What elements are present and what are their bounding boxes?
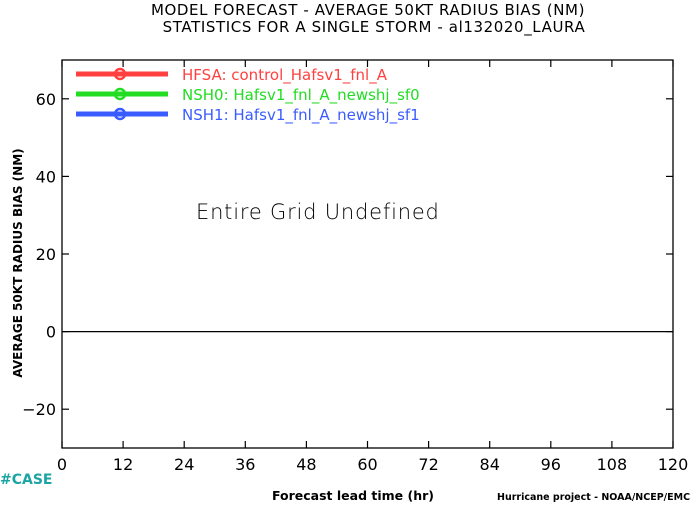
legend-entry-2: NSH1: Hafsv1_fnl_A_newshj_sf1 (76, 106, 420, 125)
y-tick-label-40: 40 (36, 167, 56, 186)
credit-text: Hurricane project - NOAA/NCEP/EMC (497, 492, 691, 503)
x-tick-label-0: 0 (57, 455, 67, 474)
legend-label-2: NSH1: Hafsv1_fnl_A_newshj_sf1 (182, 106, 420, 125)
y-tick-label-0: 0 (46, 323, 56, 342)
legend-marker-1 (113, 87, 127, 101)
chart-title: MODEL FORECAST - AVERAGE 50KT RADIUS BIA… (150, 1, 586, 19)
x-tick-label-12: 12 (113, 455, 133, 474)
legend-label-0: HFSA: control_Hafsv1_fnl_A (182, 66, 388, 85)
x-tick-label-120: 120 (658, 455, 689, 474)
x-axis-label: Forecast lead time (hr) (272, 488, 434, 503)
x-tick-label-84: 84 (480, 455, 500, 474)
x-tick-label-24: 24 (174, 455, 194, 474)
x-tick-label-96: 96 (541, 455, 561, 474)
undefined-grid-annotation: Entire Grid Undefined (196, 200, 440, 224)
legend-label-1: NSH0: Hafsv1_fnl_A_newshj_sf0 (182, 86, 420, 105)
chart-subtitle: STATISTICS FOR A SINGLE STORM - al132020… (162, 18, 586, 36)
legend-entry-1: NSH0: Hafsv1_fnl_A_newshj_sf0 (76, 86, 420, 105)
x-tick-label-108: 108 (597, 455, 628, 474)
y-tick-label-60: 60 (36, 90, 56, 109)
y-axis-label: AVERAGE 50KT RADIUS BIAS (NM) (11, 148, 25, 378)
x-tick-label-48: 48 (296, 455, 316, 474)
y-tick-label-20: 20 (36, 245, 56, 264)
x-tick-label-36: 36 (235, 455, 255, 474)
x-tick-label-60: 60 (357, 455, 377, 474)
legend-marker-2 (113, 107, 127, 121)
x-tick-label-72: 72 (418, 455, 438, 474)
case-tag: #CASE (0, 472, 53, 488)
legend-marker-0 (113, 67, 127, 81)
y-tick-label--20: −20 (22, 400, 56, 419)
legend-entry-0: HFSA: control_Hafsv1_fnl_A (76, 66, 388, 85)
